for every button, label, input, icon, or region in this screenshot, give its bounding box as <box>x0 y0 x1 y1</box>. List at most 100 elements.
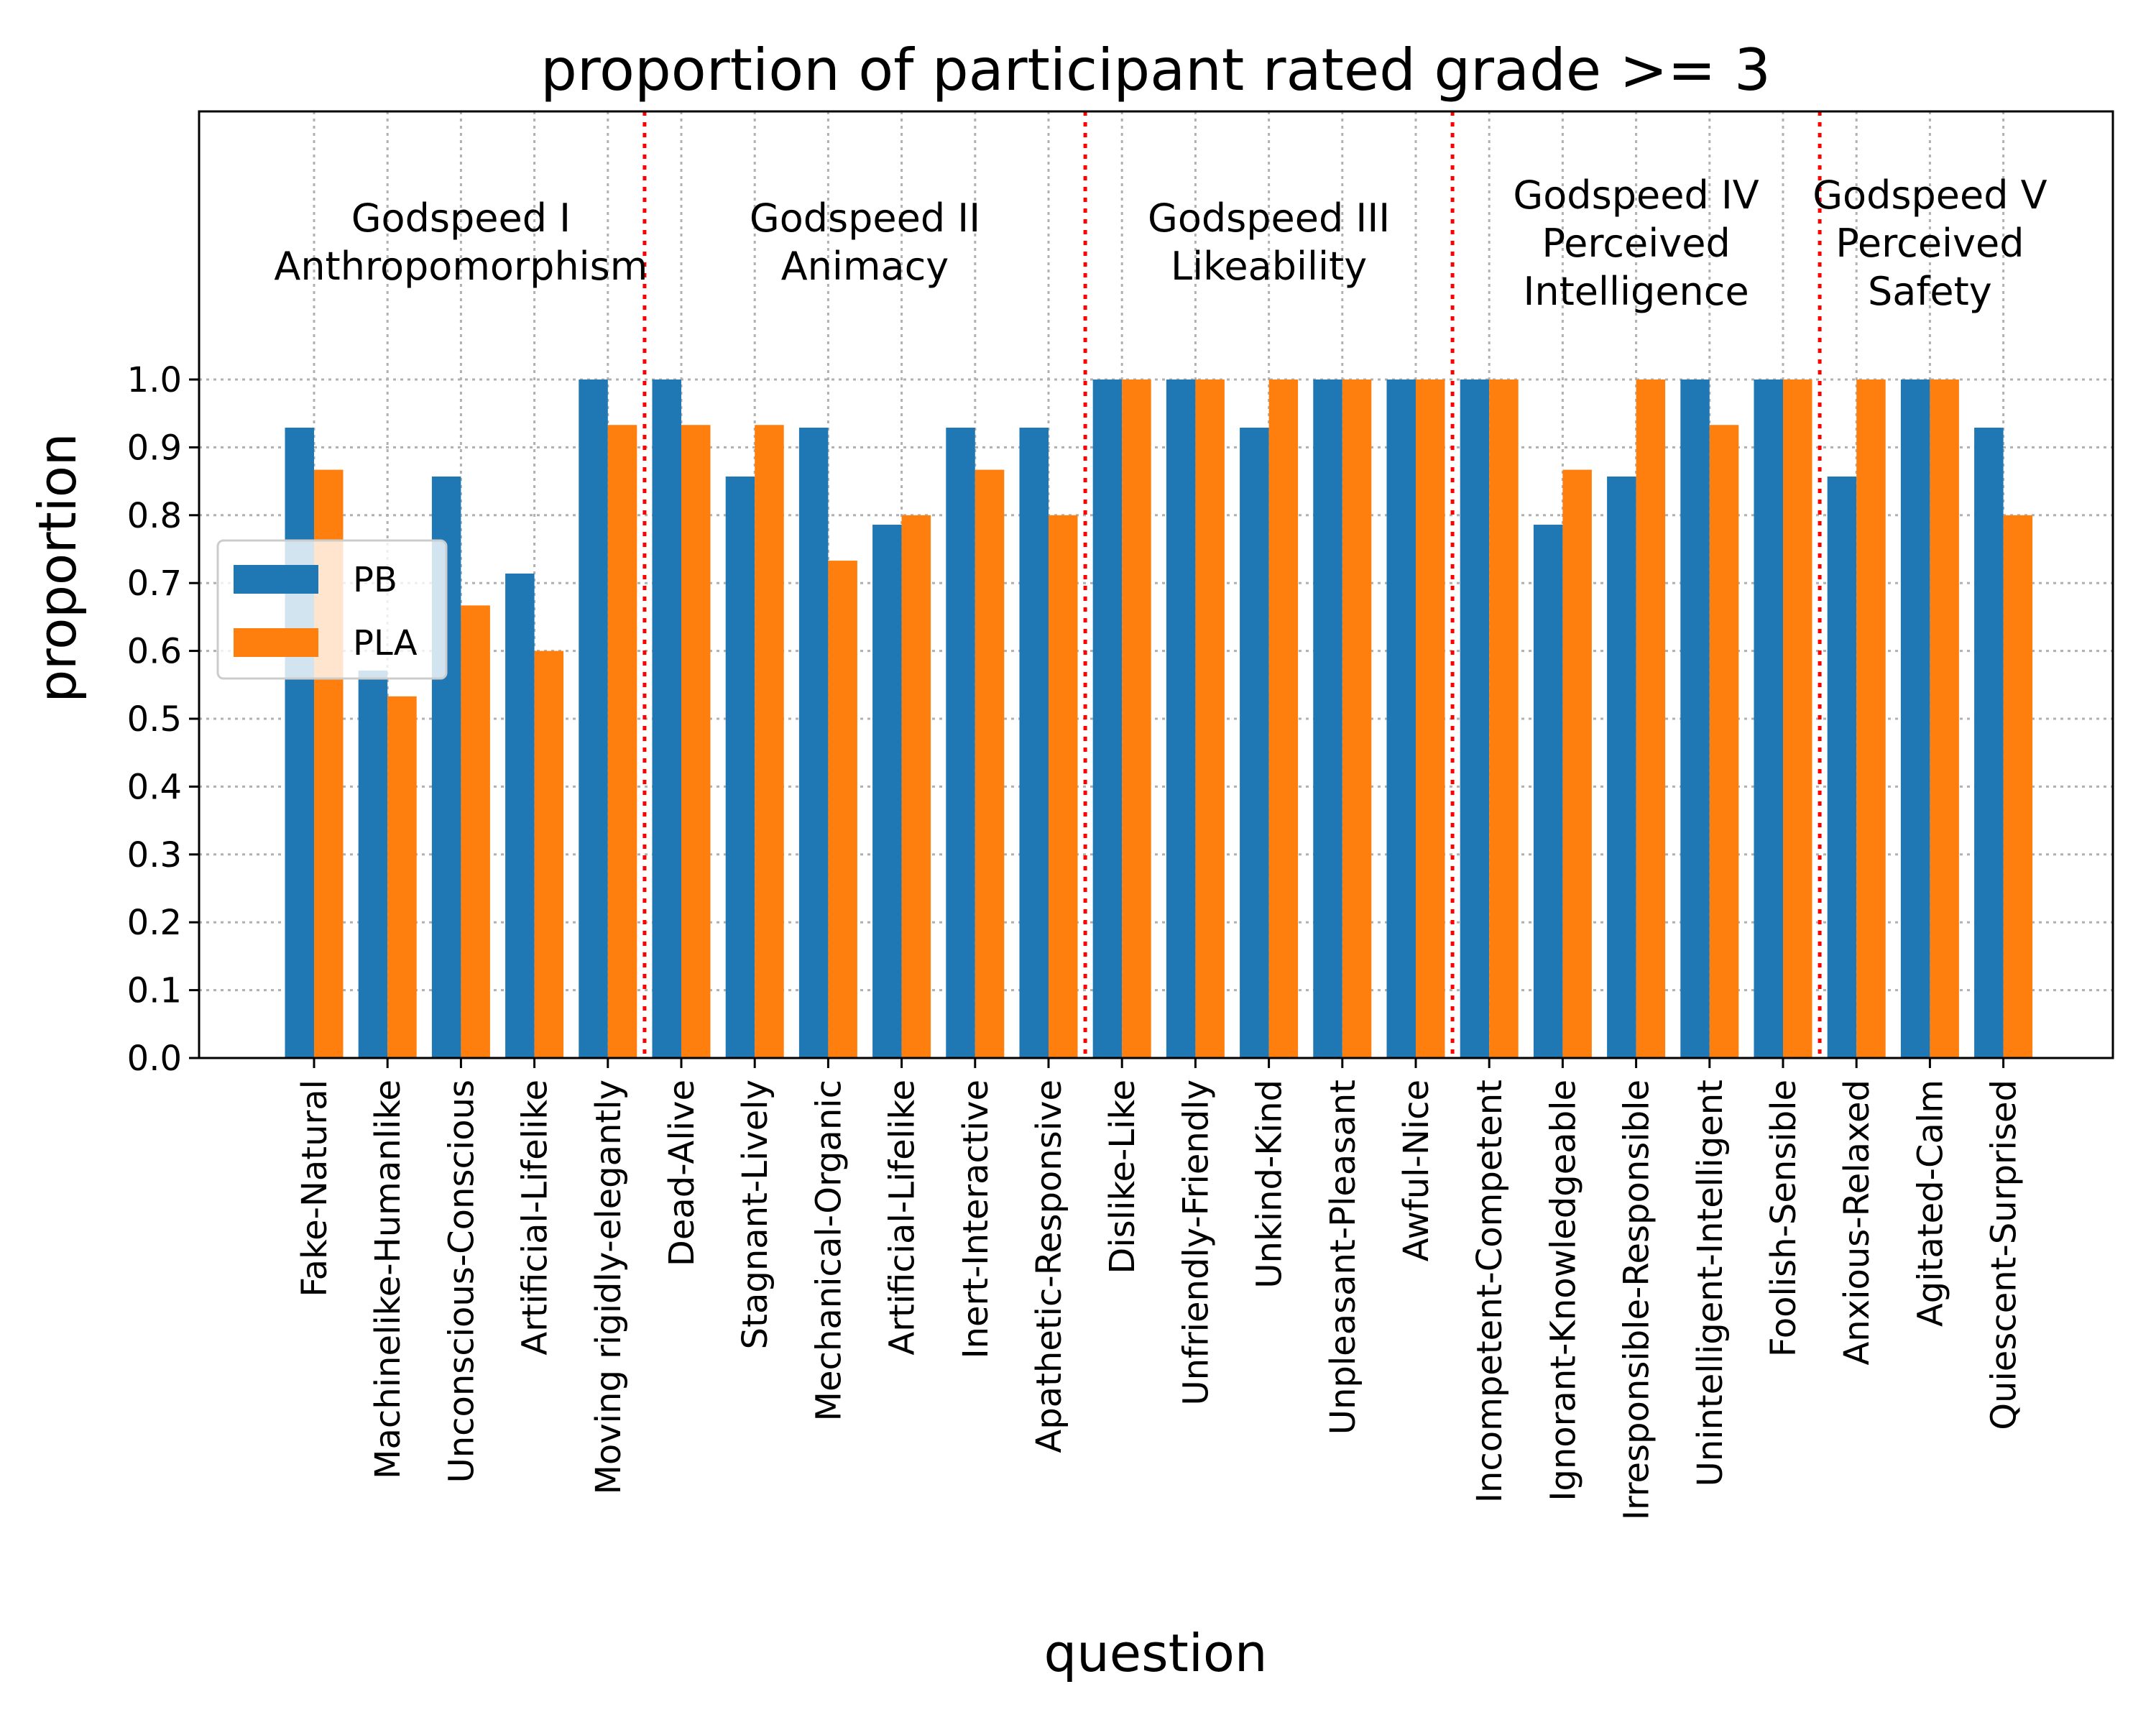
legend: PB PLA <box>216 539 448 680</box>
bar-pb <box>1974 428 2004 1058</box>
bar-pb <box>798 428 829 1058</box>
x-tick-label: Stagnant-Lively <box>735 1080 775 1349</box>
group-label: Godspeed IV Perceived Intelligence <box>1513 172 1759 314</box>
bar-pla <box>1636 380 1666 1058</box>
group-label-line: Godspeed IV <box>1513 172 1759 218</box>
x-tick-label: Unpleasant-Pleasant <box>1323 1080 1363 1435</box>
bar-pla <box>828 561 857 1058</box>
group-label-line: Likeability <box>1171 244 1367 289</box>
x-tick-label: Inert-Interactive <box>956 1080 996 1359</box>
plot-frame <box>198 110 2114 1059</box>
y-tick-label: 0.0 <box>127 1039 182 1079</box>
x-tick-label: Agitated-Calm <box>1910 1080 1950 1327</box>
y-tick-label: 0.2 <box>127 903 182 943</box>
bar-pb <box>652 380 681 1058</box>
bar-pla <box>681 425 711 1058</box>
legend-swatch-pla <box>234 628 318 657</box>
bar-pb <box>1166 380 1196 1058</box>
group-label-line: Perceived <box>1835 221 2024 266</box>
group-labels: Godspeed I Anthropomorphism Godspeed II Ani… <box>274 172 2047 314</box>
group-label-line: Godspeed II <box>750 196 980 241</box>
group-label: Godspeed II Animacy <box>750 196 980 289</box>
bar-pla <box>1562 469 1592 1058</box>
bar-pla <box>461 605 490 1058</box>
group-label-line: Godspeed III <box>1148 196 1390 241</box>
x-tick-label: Apathetic-Responsive <box>1029 1080 1069 1453</box>
x-tick-label: Unconscious-Conscious <box>441 1080 482 1483</box>
bar-pb <box>285 428 314 1058</box>
bar-pla <box>1122 380 1151 1058</box>
x-tick-label: Unintelligent-Intelligent <box>1690 1080 1731 1486</box>
y-tick-label: 1.0 <box>127 360 182 400</box>
group-label-line: Godspeed V <box>1812 172 2047 218</box>
bar-pb <box>1827 476 1857 1058</box>
bar-pb <box>1240 428 1269 1058</box>
bar-pb <box>1019 428 1049 1058</box>
y-axis-label: proportion <box>27 433 88 702</box>
bar-pb <box>1754 380 1783 1058</box>
x-tick-label: Mechanical-Organic <box>808 1080 849 1421</box>
x-tick-label: Quiescent-Surprised <box>1984 1080 2024 1430</box>
bar-pla <box>1195 380 1225 1058</box>
bar-pb <box>946 428 975 1058</box>
bar-pb <box>1092 380 1123 1058</box>
y-tick-label: 0.1 <box>127 971 182 1011</box>
y-tick-label: 0.9 <box>127 428 182 468</box>
y-tick-label: 0.3 <box>127 835 182 875</box>
bar-pla <box>1268 380 1299 1058</box>
x-tick-label: Dead-Alive <box>662 1080 702 1266</box>
x-tick-label: Foolish-Sensible <box>1764 1080 1804 1357</box>
bar-pla <box>1709 425 1739 1058</box>
bar-pb <box>1460 380 1490 1058</box>
y-tick-label: 0.4 <box>127 767 182 807</box>
legend-label-pb: PB <box>353 560 397 600</box>
bar-pla <box>607 425 637 1058</box>
y-tick-label: 0.6 <box>127 632 182 672</box>
bar-pla <box>901 515 931 1058</box>
x-tick-label: Incompetent-Competent <box>1470 1080 1510 1503</box>
group-label-line: Perceived <box>1542 221 1730 266</box>
group-label-line: Godspeed I <box>351 196 571 241</box>
x-tick-label: Irresponsible-Responsible <box>1617 1080 1657 1520</box>
bar-pb <box>1386 380 1416 1058</box>
bar-pla <box>534 650 564 1058</box>
bar-pb <box>1313 380 1342 1058</box>
bar-pla <box>1856 380 1886 1058</box>
x-tick-label: Unkind-Kind <box>1250 1080 1290 1289</box>
bar-pla <box>2003 515 2033 1058</box>
bar-pb <box>1533 525 1563 1058</box>
group-separators <box>642 111 1822 1058</box>
bar-pb <box>725 476 755 1058</box>
y-tick-label: 0.7 <box>127 564 182 604</box>
bar-pb <box>579 380 608 1058</box>
bar-pla <box>1342 380 1372 1058</box>
group-label-line: Anthropomorphism <box>274 244 648 289</box>
bar-pb <box>1680 380 1710 1058</box>
x-tick-label: Anxious-Relaxed <box>1837 1080 1877 1366</box>
group-label-line: Animacy <box>781 244 949 289</box>
bar-pla <box>1489 380 1519 1058</box>
bar-pla <box>975 469 1005 1058</box>
x-tick-label: Moving rigidly-elegantly <box>589 1080 629 1495</box>
legend-swatch-pb <box>234 565 318 594</box>
x-tick-label: Machinelike-Humanlike <box>368 1080 408 1479</box>
bars <box>285 380 2033 1058</box>
bar-pla <box>755 425 784 1058</box>
y-tick-label: 0.5 <box>127 699 182 740</box>
x-tick-label: Dislike-Like <box>1102 1080 1143 1274</box>
bar-pla <box>387 696 417 1058</box>
legend-label-pla: PLA <box>353 623 418 663</box>
group-label-line: Intelligence <box>1523 269 1749 314</box>
group-label: Godspeed III Likeability <box>1148 196 1390 289</box>
group-label: Godspeed V Perceived Safety <box>1812 172 2047 314</box>
x-tick-label: Ignorant-Knowledgeable <box>1543 1080 1583 1501</box>
chart-title: proportion of participant rated grade >=… <box>540 37 1771 104</box>
bar-pb <box>1607 476 1636 1058</box>
group-label: Godspeed I Anthropomorphism <box>274 196 648 289</box>
bar-pla <box>1049 515 1078 1058</box>
bar-pb <box>358 670 388 1058</box>
group-label-line: Safety <box>1868 269 1992 314</box>
x-tick-label: Artificial-Lifelike <box>515 1080 556 1356</box>
bar-pla <box>1930 380 1959 1058</box>
